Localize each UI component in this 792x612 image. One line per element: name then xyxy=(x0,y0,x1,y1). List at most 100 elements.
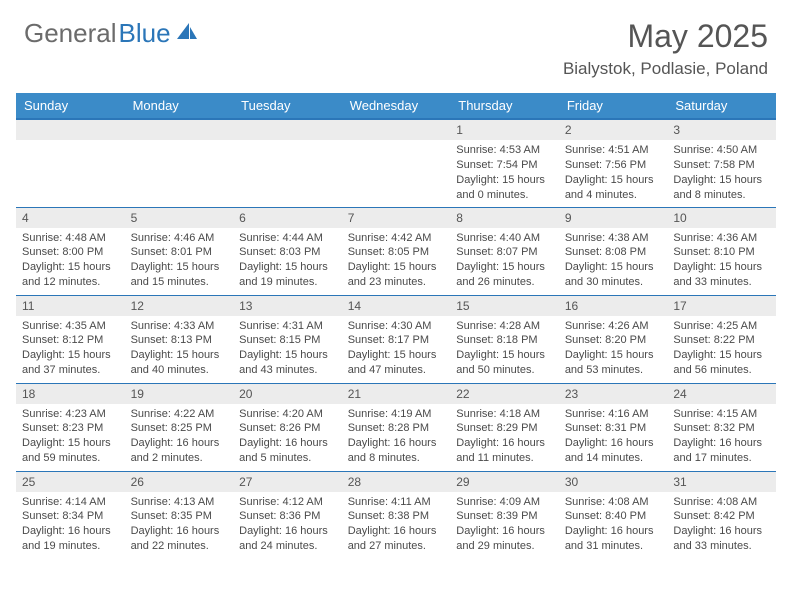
calendar-day-cell: 10Sunrise: 4:36 AMSunset: 8:10 PMDayligh… xyxy=(667,207,776,295)
calendar-day-cell: 24Sunrise: 4:15 AMSunset: 8:32 PMDayligh… xyxy=(667,383,776,471)
day-data: Sunrise: 4:12 AMSunset: 8:36 PMDaylight:… xyxy=(233,492,342,558)
sunset-text: Sunset: 8:15 PM xyxy=(239,333,336,348)
day-number: 18 xyxy=(16,384,125,404)
calendar-day-cell xyxy=(342,119,451,207)
day-data: Sunrise: 4:18 AMSunset: 8:29 PMDaylight:… xyxy=(450,404,559,470)
calendar-day-cell: 17Sunrise: 4:25 AMSunset: 8:22 PMDayligh… xyxy=(667,295,776,383)
sunrise-text: Sunrise: 4:33 AM xyxy=(131,319,228,334)
day-data: Sunrise: 4:08 AMSunset: 8:42 PMDaylight:… xyxy=(667,492,776,558)
daylight-text: Daylight: 15 hours and 37 minutes. xyxy=(22,348,119,378)
day-data: Sunrise: 4:33 AMSunset: 8:13 PMDaylight:… xyxy=(125,316,234,382)
sunrise-text: Sunrise: 4:26 AM xyxy=(565,319,662,334)
logo-text-1: General xyxy=(24,18,117,49)
day-number: 21 xyxy=(342,384,451,404)
day-data: Sunrise: 4:25 AMSunset: 8:22 PMDaylight:… xyxy=(667,316,776,382)
day-data: Sunrise: 4:09 AMSunset: 8:39 PMDaylight:… xyxy=(450,492,559,558)
calendar-day-cell: 12Sunrise: 4:33 AMSunset: 8:13 PMDayligh… xyxy=(125,295,234,383)
calendar-body: 1Sunrise: 4:53 AMSunset: 7:54 PMDaylight… xyxy=(16,119,776,559)
sunset-text: Sunset: 8:23 PM xyxy=(22,421,119,436)
day-number: 26 xyxy=(125,472,234,492)
day-data: Sunrise: 4:30 AMSunset: 8:17 PMDaylight:… xyxy=(342,316,451,382)
day-number: 13 xyxy=(233,296,342,316)
sunset-text: Sunset: 8:32 PM xyxy=(673,421,770,436)
sunrise-text: Sunrise: 4:25 AM xyxy=(673,319,770,334)
day-number: 2 xyxy=(559,120,668,140)
sunset-text: Sunset: 8:25 PM xyxy=(131,421,228,436)
day-data: Sunrise: 4:15 AMSunset: 8:32 PMDaylight:… xyxy=(667,404,776,470)
day-data: Sunrise: 4:20 AMSunset: 8:26 PMDaylight:… xyxy=(233,404,342,470)
day-number xyxy=(125,120,234,140)
sunrise-text: Sunrise: 4:44 AM xyxy=(239,231,336,246)
day-number: 10 xyxy=(667,208,776,228)
daylight-text: Daylight: 16 hours and 8 minutes. xyxy=(348,436,445,466)
daylight-text: Daylight: 15 hours and 40 minutes. xyxy=(131,348,228,378)
daylight-text: Daylight: 16 hours and 19 minutes. xyxy=(22,524,119,554)
sunrise-text: Sunrise: 4:53 AM xyxy=(456,143,553,158)
calendar-day-cell: 20Sunrise: 4:20 AMSunset: 8:26 PMDayligh… xyxy=(233,383,342,471)
calendar-day-cell: 21Sunrise: 4:19 AMSunset: 8:28 PMDayligh… xyxy=(342,383,451,471)
calendar-day-cell: 18Sunrise: 4:23 AMSunset: 8:23 PMDayligh… xyxy=(16,383,125,471)
day-number: 31 xyxy=(667,472,776,492)
sunrise-text: Sunrise: 4:23 AM xyxy=(22,407,119,422)
day-data: Sunrise: 4:23 AMSunset: 8:23 PMDaylight:… xyxy=(16,404,125,470)
sunrise-text: Sunrise: 4:48 AM xyxy=(22,231,119,246)
day-data: Sunrise: 4:08 AMSunset: 8:40 PMDaylight:… xyxy=(559,492,668,558)
daylight-text: Daylight: 15 hours and 56 minutes. xyxy=(673,348,770,378)
daylight-text: Daylight: 16 hours and 17 minutes. xyxy=(673,436,770,466)
sunset-text: Sunset: 8:26 PM xyxy=(239,421,336,436)
calendar-day-cell: 25Sunrise: 4:14 AMSunset: 8:34 PMDayligh… xyxy=(16,471,125,559)
sunset-text: Sunset: 7:58 PM xyxy=(673,158,770,173)
logo: GeneralBlue xyxy=(24,18,199,49)
day-number: 12 xyxy=(125,296,234,316)
day-number: 11 xyxy=(16,296,125,316)
daylight-text: Daylight: 16 hours and 5 minutes. xyxy=(239,436,336,466)
daylight-text: Daylight: 15 hours and 15 minutes. xyxy=(131,260,228,290)
sunset-text: Sunset: 8:22 PM xyxy=(673,333,770,348)
calendar-day-cell: 28Sunrise: 4:11 AMSunset: 8:38 PMDayligh… xyxy=(342,471,451,559)
day-data: Sunrise: 4:13 AMSunset: 8:35 PMDaylight:… xyxy=(125,492,234,558)
sunrise-text: Sunrise: 4:11 AM xyxy=(348,495,445,510)
calendar-day-cell: 22Sunrise: 4:18 AMSunset: 8:29 PMDayligh… xyxy=(450,383,559,471)
location-label: Bialystok, Podlasie, Poland xyxy=(563,59,768,79)
day-number: 1 xyxy=(450,120,559,140)
sunrise-text: Sunrise: 4:18 AM xyxy=(456,407,553,422)
calendar-week-row: 25Sunrise: 4:14 AMSunset: 8:34 PMDayligh… xyxy=(16,471,776,559)
calendar-day-cell: 6Sunrise: 4:44 AMSunset: 8:03 PMDaylight… xyxy=(233,207,342,295)
sunset-text: Sunset: 8:18 PM xyxy=(456,333,553,348)
calendar-day-cell: 2Sunrise: 4:51 AMSunset: 7:56 PMDaylight… xyxy=(559,119,668,207)
sunset-text: Sunset: 8:17 PM xyxy=(348,333,445,348)
calendar-day-cell: 3Sunrise: 4:50 AMSunset: 7:58 PMDaylight… xyxy=(667,119,776,207)
sunset-text: Sunset: 8:03 PM xyxy=(239,245,336,260)
day-data: Sunrise: 4:26 AMSunset: 8:20 PMDaylight:… xyxy=(559,316,668,382)
daylight-text: Daylight: 15 hours and 53 minutes. xyxy=(565,348,662,378)
day-number: 25 xyxy=(16,472,125,492)
calendar-day-cell: 16Sunrise: 4:26 AMSunset: 8:20 PMDayligh… xyxy=(559,295,668,383)
day-data: Sunrise: 4:28 AMSunset: 8:18 PMDaylight:… xyxy=(450,316,559,382)
sunset-text: Sunset: 8:31 PM xyxy=(565,421,662,436)
calendar-day-cell: 8Sunrise: 4:40 AMSunset: 8:07 PMDaylight… xyxy=(450,207,559,295)
calendar-day-cell: 27Sunrise: 4:12 AMSunset: 8:36 PMDayligh… xyxy=(233,471,342,559)
sunset-text: Sunset: 8:13 PM xyxy=(131,333,228,348)
day-data: Sunrise: 4:16 AMSunset: 8:31 PMDaylight:… xyxy=(559,404,668,470)
sunrise-text: Sunrise: 4:35 AM xyxy=(22,319,119,334)
sunrise-text: Sunrise: 4:08 AM xyxy=(565,495,662,510)
sunset-text: Sunset: 8:39 PM xyxy=(456,509,553,524)
sunrise-text: Sunrise: 4:22 AM xyxy=(131,407,228,422)
sunrise-text: Sunrise: 4:28 AM xyxy=(456,319,553,334)
calendar-day-cell: 14Sunrise: 4:30 AMSunset: 8:17 PMDayligh… xyxy=(342,295,451,383)
daylight-text: Daylight: 16 hours and 33 minutes. xyxy=(673,524,770,554)
day-data: Sunrise: 4:19 AMSunset: 8:28 PMDaylight:… xyxy=(342,404,451,470)
sunrise-text: Sunrise: 4:20 AM xyxy=(239,407,336,422)
sunset-text: Sunset: 7:56 PM xyxy=(565,158,662,173)
sunset-text: Sunset: 8:38 PM xyxy=(348,509,445,524)
sunrise-text: Sunrise: 4:19 AM xyxy=(348,407,445,422)
day-number xyxy=(233,120,342,140)
day-number: 16 xyxy=(559,296,668,316)
day-number: 5 xyxy=(125,208,234,228)
calendar-day-cell xyxy=(233,119,342,207)
sunset-text: Sunset: 8:34 PM xyxy=(22,509,119,524)
weekday-header: Tuesday xyxy=(233,93,342,119)
daylight-text: Daylight: 15 hours and 30 minutes. xyxy=(565,260,662,290)
daylight-text: Daylight: 15 hours and 4 minutes. xyxy=(565,173,662,203)
daylight-text: Daylight: 15 hours and 43 minutes. xyxy=(239,348,336,378)
